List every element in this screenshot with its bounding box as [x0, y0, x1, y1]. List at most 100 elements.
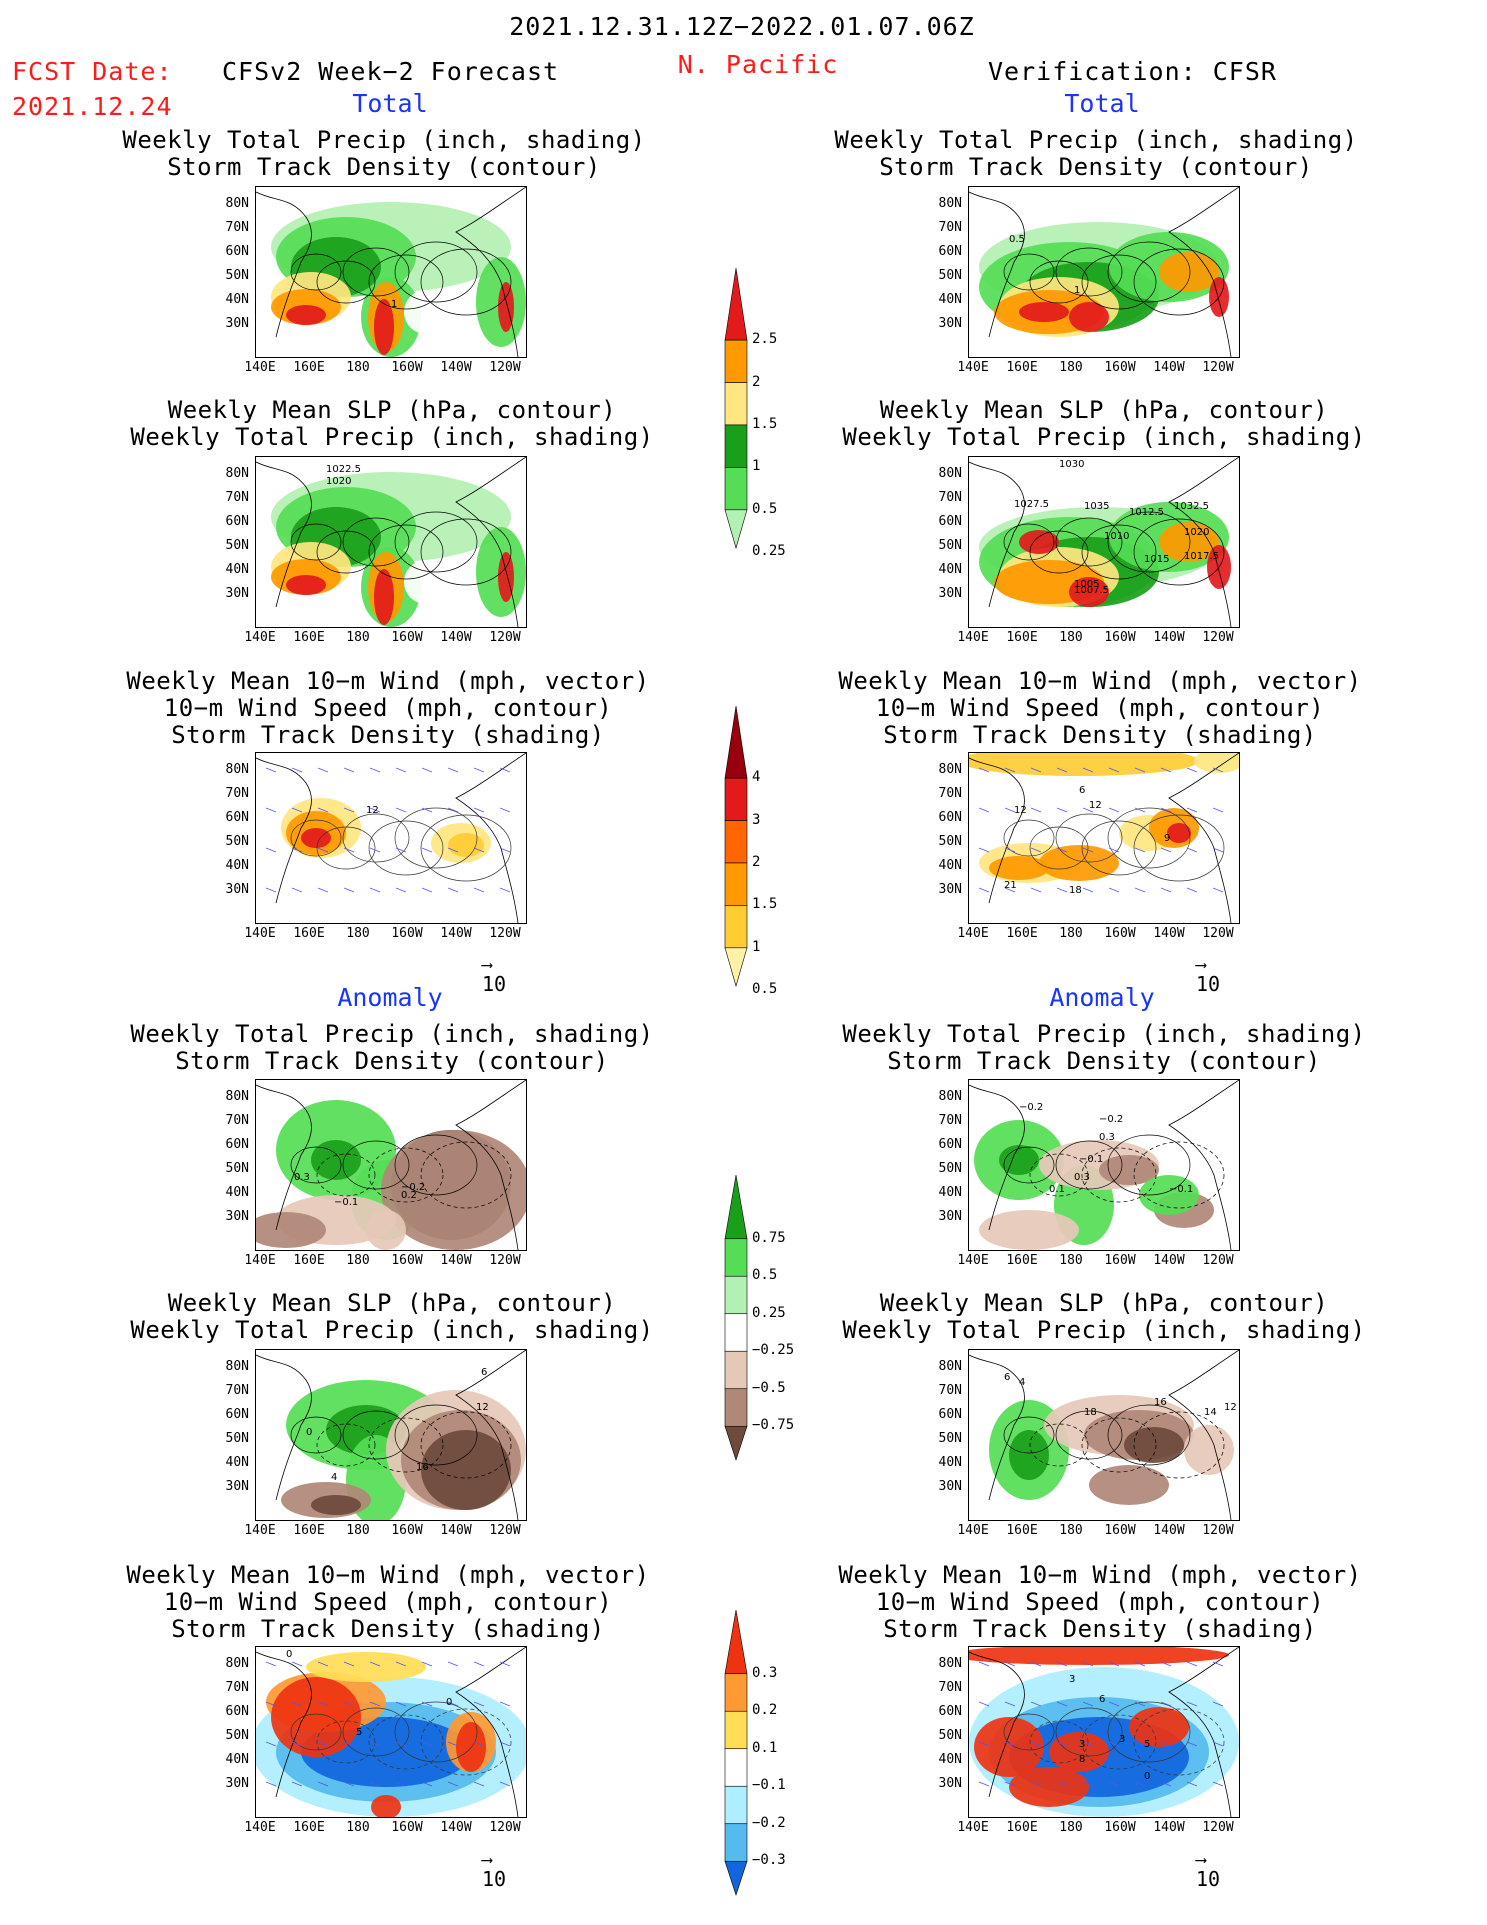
colorbar-label: 2	[752, 373, 761, 390]
contour-line	[342, 517, 410, 567]
wind-vector	[499, 1781, 511, 1787]
shading-region	[271, 1677, 361, 1757]
lat-label: 70N	[225, 220, 249, 235]
contour-label: 1022.5	[326, 464, 361, 475]
contour-line	[1081, 254, 1157, 310]
wind-vector	[1030, 807, 1042, 813]
colorbar-segment	[724, 467, 748, 511]
contour-label: 0.5	[1009, 234, 1025, 245]
shading-region	[371, 1795, 401, 1817]
coastline-asia	[969, 757, 1025, 904]
title-line: Storm Track Density (contour)	[887, 1047, 1321, 1075]
contour-label: 4	[331, 1472, 337, 1483]
lon-label: 180	[1059, 360, 1083, 375]
contour-label: 0.3	[1099, 1132, 1115, 1143]
colorbar-segment	[724, 1174, 748, 1240]
lon-label: 140W	[1153, 360, 1185, 375]
wind-vector	[1160, 847, 1172, 853]
contour-label: 12	[1224, 1402, 1237, 1413]
lat-label: 70N	[225, 786, 249, 801]
shading-region	[301, 828, 331, 848]
shading-region	[498, 552, 514, 602]
lat-label: 70N	[225, 1383, 249, 1398]
wind-vector	[421, 1701, 433, 1707]
contour-label: 1012.5	[1129, 507, 1164, 518]
lon-label: 160W	[391, 1820, 423, 1835]
wind-vector	[473, 767, 485, 773]
lon-label: 160W	[391, 1253, 423, 1268]
map-plot: 1030 1027.5 1035 1012.5 1032.5 1010 1020 1015 10…	[969, 457, 1239, 627]
wind-vector	[343, 1661, 355, 1667]
colorbar-segment	[724, 705, 748, 779]
lon-label: 120W	[1202, 926, 1234, 941]
lat-label: 60N	[938, 514, 962, 529]
lat-label: 70N	[938, 1680, 962, 1695]
map-panel-vf-total-precip: 0.5 1	[968, 186, 1240, 358]
colorbar-segment	[724, 1238, 748, 1277]
colorbar-segment	[724, 267, 748, 341]
wind-vector	[1134, 1661, 1146, 1667]
coastline-asia	[256, 461, 312, 608]
lon-label: 120W	[1202, 360, 1234, 375]
wind-vector	[265, 1661, 277, 1667]
lat-label: 50N	[938, 834, 962, 849]
panel-title-vf-anom-slp: Weekly Mean SLP (hPa, contour) Weekly To…	[842, 1290, 1365, 1344]
map-panel-fc-anom-slp: 6 12 0 4 16	[255, 1349, 527, 1521]
lon-label: 160W	[1104, 1523, 1136, 1538]
lat-label: 50N	[225, 268, 249, 283]
wind-vector	[317, 1741, 329, 1747]
contour-line	[420, 1411, 512, 1479]
lat-label: 80N	[938, 1089, 962, 1104]
shading-region	[1009, 1430, 1049, 1480]
contour-line	[368, 1147, 444, 1203]
vector-reference-vf-total: ⟶ 10	[1196, 955, 1221, 997]
shading-region	[1019, 302, 1069, 322]
wind-vector	[395, 1781, 407, 1787]
map-panel-vf-anom-slp: 6 4 18 16 14 12	[968, 1349, 1240, 1521]
lon-label: 140E	[244, 926, 276, 941]
panel-title-fc-anom-precip: Weekly Total Precip (inch, shading) Stor…	[130, 1021, 653, 1075]
wind-vector	[1108, 847, 1120, 853]
lon-label: 140W	[1153, 926, 1185, 941]
contour-label: 5	[1144, 1739, 1150, 1750]
wind-vector	[1160, 1701, 1172, 1707]
wind-vector	[1004, 847, 1016, 853]
lat-label: 70N	[225, 1680, 249, 1695]
contour-label: 0	[286, 1649, 292, 1660]
shading-region	[1019, 530, 1059, 554]
shading-region	[1124, 1427, 1184, 1463]
lon-label: 140W	[440, 1253, 472, 1268]
wind-vector	[1056, 1701, 1068, 1707]
contour-line	[1133, 1708, 1225, 1776]
lat-label: 40N	[225, 1752, 249, 1767]
map-panel-vf-anom-precip: −0.2 −0.2 0.3 −0.1 0.3 0.1 −0.1	[968, 1079, 1240, 1251]
colorbar-segment	[724, 424, 748, 468]
wind-vector	[978, 1781, 990, 1787]
lon-label: 160E	[1006, 630, 1038, 645]
colorbar-segment	[724, 947, 748, 988]
shading-region	[286, 575, 326, 595]
lat-label: 80N	[225, 466, 249, 481]
contour-line	[316, 1423, 376, 1467]
map-plot: 6 12 12 21 18 9	[969, 753, 1239, 923]
wind-vector	[1056, 887, 1068, 893]
contour-line	[1081, 524, 1157, 580]
contour-line	[1055, 1707, 1123, 1757]
contour-label: 5	[356, 1727, 362, 1738]
wind-vector	[265, 887, 277, 893]
contour-line	[394, 1404, 478, 1466]
lon-label: 160E	[1006, 1820, 1038, 1835]
contour-line	[394, 241, 478, 303]
lon-label: 120W	[1202, 1820, 1234, 1835]
contour-label: 8	[1079, 1754, 1085, 1765]
wind-vector	[978, 1741, 990, 1747]
lat-label: 60N	[938, 1137, 962, 1152]
coastline-asia	[969, 1651, 1025, 1798]
wind-vector	[447, 847, 459, 853]
contour-line	[290, 253, 342, 291]
colorbar-segment	[724, 1388, 748, 1427]
wind-vector	[395, 807, 407, 813]
wind-vector	[291, 807, 303, 813]
contour-line	[342, 247, 410, 297]
lat-label: 50N	[225, 834, 249, 849]
